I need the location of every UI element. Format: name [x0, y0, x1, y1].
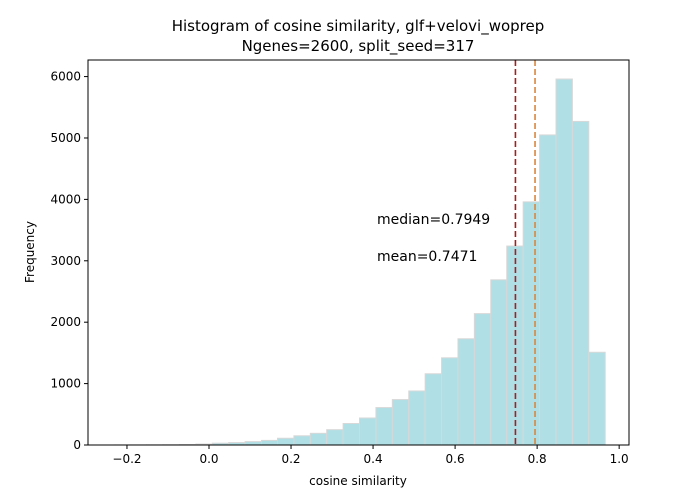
y-tick-label: 3000	[50, 254, 81, 268]
plot-frame	[87, 59, 630, 446]
x-tick-label: 0.2	[281, 452, 300, 466]
y-tick-label: 5000	[50, 131, 81, 145]
bar	[588, 351, 606, 446]
x-tick-label: 1.0	[610, 452, 629, 466]
bar	[260, 439, 278, 446]
bar	[276, 437, 295, 446]
bar	[244, 441, 262, 446]
y-tick-label: 4000	[50, 192, 81, 206]
y-tick-label: 1000	[50, 377, 81, 391]
y-axis-label: Frequency	[23, 221, 37, 283]
bar	[309, 432, 328, 446]
x-axis-label: cosine similarity	[309, 474, 407, 488]
x-tick-label: 0.8	[528, 452, 547, 466]
bar	[457, 338, 475, 446]
chart-subtitle: Ngenes=2600, split_seed=317	[242, 37, 475, 56]
bar	[522, 201, 541, 446]
bar	[571, 120, 590, 446]
bar	[424, 373, 443, 446]
x-tick-label: −0.2	[112, 452, 141, 466]
bar	[391, 399, 410, 446]
y-tick-label: 0	[73, 438, 81, 452]
annotation: mean=0.7471	[377, 249, 477, 265]
chart-title: Histogram of cosine similarity, glf+velo…	[172, 17, 545, 36]
bar	[473, 313, 492, 446]
bar	[490, 279, 508, 446]
bar	[375, 407, 393, 446]
bar	[342, 423, 361, 446]
bar	[326, 429, 344, 446]
x-tick-label: 0.4	[364, 452, 383, 466]
bar	[555, 78, 573, 446]
y-tick-label: 6000	[50, 70, 81, 84]
y-tick-label: 2000	[50, 315, 81, 329]
bar	[539, 134, 557, 446]
bar	[408, 390, 426, 446]
x-tick-label: 0.6	[446, 452, 465, 466]
bar	[293, 435, 311, 446]
bar	[441, 357, 459, 446]
x-tick-label: 0.0	[199, 452, 218, 466]
bar	[359, 417, 377, 446]
annotation: median=0.7949	[377, 212, 490, 228]
